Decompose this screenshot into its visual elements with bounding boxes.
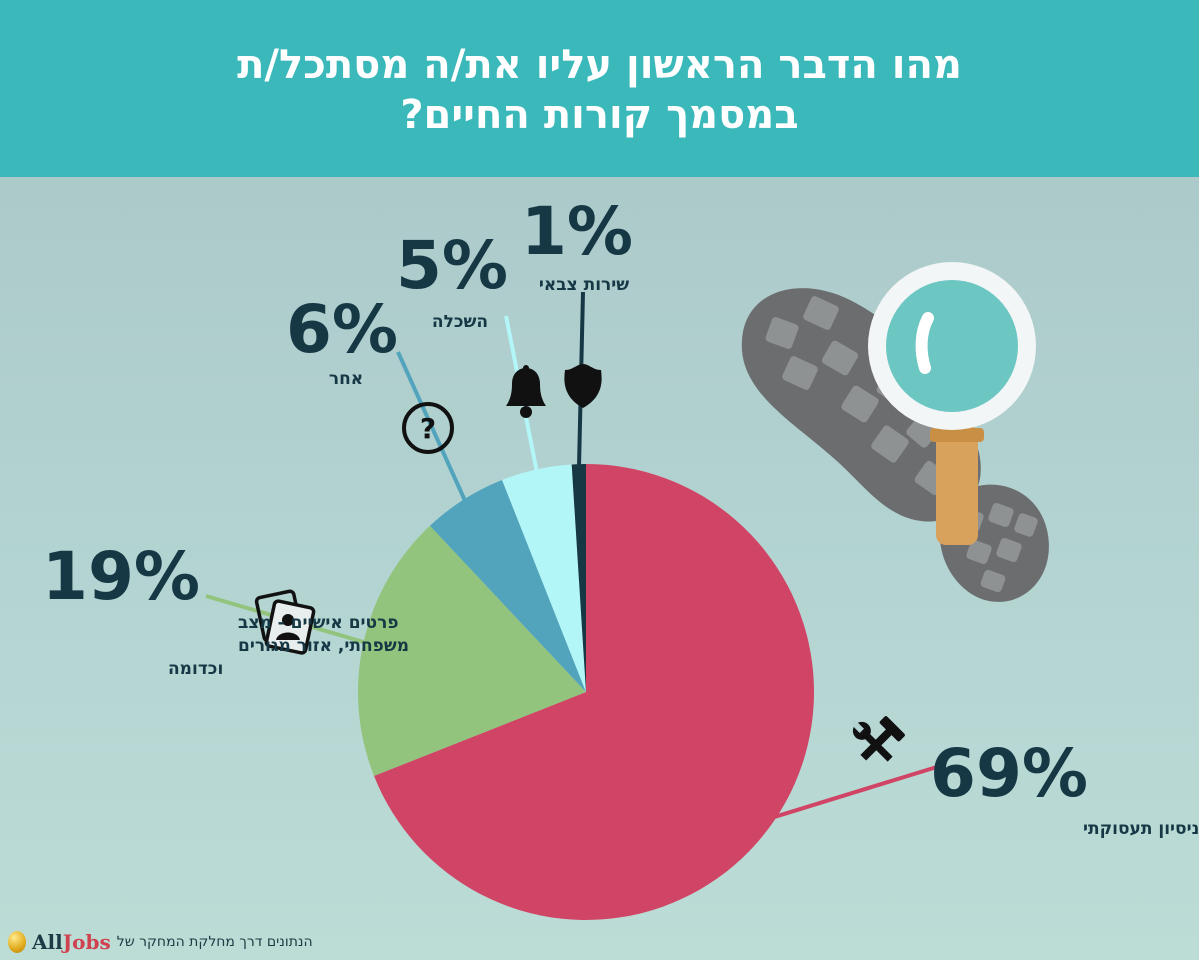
- question-icon: ?: [402, 402, 454, 454]
- logo-jobs: Jobs: [62, 930, 111, 954]
- label-other: 6% אחר: [286, 291, 398, 389]
- label-text-work: ניסיון תעסוקתי: [1083, 819, 1199, 839]
- label-text-other: אחר: [329, 369, 363, 389]
- svg-text:?: ?: [420, 412, 436, 445]
- leader-line-other: [396, 351, 468, 504]
- id-card-icon: [254, 589, 316, 655]
- label-text-personal-3: וכדומה: [168, 659, 223, 679]
- pct-other: 6%: [286, 291, 398, 368]
- pct-army: 1%: [521, 193, 633, 270]
- pie-slice-army: [571, 464, 586, 692]
- footer-credit: AllJobs הנתונים דרך מחלקת המחקר של: [8, 928, 313, 956]
- shoe-print-magnifier-icon: [741, 262, 1049, 602]
- badge-icon: [564, 364, 602, 408]
- pie-slice-work: [374, 464, 814, 921]
- footer-text: הנתונים דרך מחלקת המחקר של: [116, 934, 313, 950]
- label-text-personal-2: משפחתי, אזור מגורים: [238, 636, 409, 656]
- label-personal: 19% פרטים אישיים - מצב משפחתי, אזור מגור…: [42, 538, 409, 679]
- title-line-2: במסמך קורות החיים?: [400, 92, 799, 138]
- pct-education: 5%: [396, 227, 508, 304]
- pct-work: 69%: [930, 735, 1088, 812]
- label-army: 1% שירות צבאי: [521, 193, 633, 295]
- label-text-army: שירות צבאי: [539, 275, 629, 295]
- alljobs-logo: AllJobs: [32, 930, 111, 954]
- title-line-1: מהו הדבר הראשון עליו את/ה מסתכל/ת: [237, 42, 962, 88]
- bell-icon: [506, 365, 546, 418]
- leader-line-work: [770, 764, 941, 820]
- page-title: מהו הדבר הראשון עליו את/ה מסתכל/ת במסמך …: [0, 40, 1199, 140]
- pie-slice-other: [429, 480, 586, 692]
- hammer-wrench-icon: [851, 716, 905, 762]
- header-banner: מהו הדבר הראשון עליו את/ה מסתכל/ת במסמך …: [0, 0, 1199, 177]
- pie-slice-personal: [358, 525, 586, 776]
- alljobs-egg-icon: [8, 931, 26, 953]
- label-work: 69% ניסיון תעסוקתי: [930, 735, 1199, 839]
- label-text-education: השכלה: [432, 312, 488, 332]
- pct-personal: 19%: [42, 538, 200, 615]
- pie-slices: [358, 464, 814, 921]
- label-education: 5% השכלה: [396, 227, 508, 332]
- logo-all: All: [32, 930, 63, 954]
- pie-slice-education: [502, 464, 586, 692]
- label-text-personal-1: פרטים אישיים - מצב: [238, 613, 399, 633]
